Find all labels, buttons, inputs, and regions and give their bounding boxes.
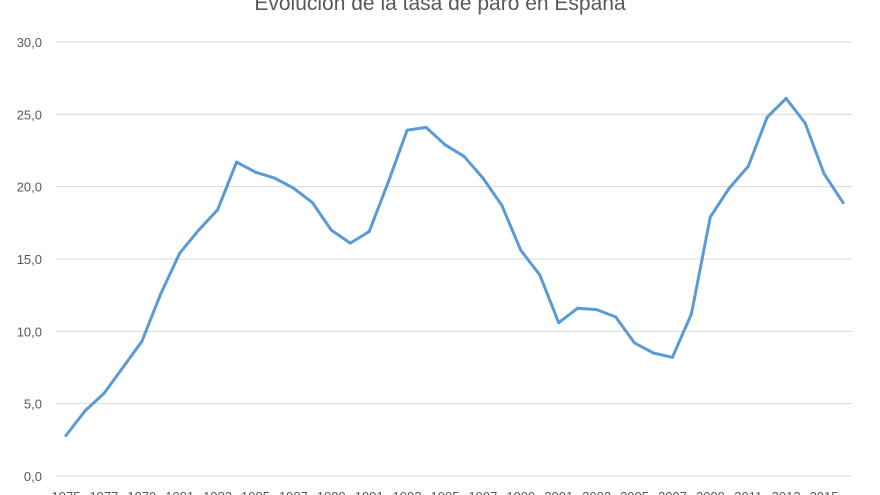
data-point — [197, 228, 201, 232]
data-point — [102, 392, 106, 396]
y-tick-label: 25,0 — [17, 107, 42, 122]
x-tick-label: 1999 — [506, 489, 535, 495]
data-point — [557, 321, 561, 325]
x-tick-label: 1989 — [317, 489, 346, 495]
data-point — [822, 172, 826, 176]
data-point — [216, 208, 220, 212]
x-tick-label: 2009 — [696, 489, 725, 495]
data-point — [348, 241, 352, 245]
data-point — [367, 230, 371, 234]
x-tick-label: 2015 — [810, 489, 839, 495]
x-tick-label: 2005 — [620, 489, 649, 495]
data-point — [481, 176, 485, 180]
y-tick-label: 15,0 — [17, 252, 42, 267]
data-point — [443, 143, 447, 147]
data-point — [64, 433, 68, 437]
x-tick-label: 1983 — [203, 489, 232, 495]
x-tick-label: 1981 — [165, 489, 194, 495]
y-tick-label: 20,0 — [17, 180, 42, 195]
x-tick-label: 1997 — [468, 489, 497, 495]
data-point — [689, 312, 693, 316]
data-point — [746, 164, 750, 168]
data-point — [500, 203, 504, 207]
data-point — [633, 341, 637, 345]
y-tick-label: 5,0 — [24, 397, 42, 412]
y-tick-label: 30,0 — [17, 35, 42, 50]
data-point — [841, 201, 845, 205]
chart-title: Evolución de la tasa de paro en España — [254, 0, 626, 15]
data-point — [405, 128, 409, 132]
data-point — [784, 96, 788, 100]
data-point — [670, 355, 674, 359]
x-tick-label: 1991 — [355, 489, 384, 495]
series-line — [64, 96, 845, 437]
data-point — [83, 409, 87, 413]
data-point — [651, 351, 655, 355]
data-point — [235, 160, 239, 164]
data-point — [121, 366, 125, 369]
y-tick-label: 10,0 — [17, 324, 42, 339]
data-point — [614, 315, 618, 319]
x-tick-label: 2011 — [734, 489, 762, 495]
data-point — [254, 170, 258, 174]
data-point — [519, 248, 523, 252]
data-point — [595, 308, 599, 312]
data-point — [576, 306, 580, 310]
data-point — [765, 115, 769, 119]
data-point — [538, 273, 542, 277]
x-tick-label: 1987 — [279, 489, 308, 495]
x-tick-label: 1977 — [89, 489, 118, 495]
x-tick-label: 1993 — [393, 489, 422, 495]
data-point — [708, 215, 712, 219]
data-point — [310, 201, 314, 205]
y-tick-label: 0,0 — [24, 469, 42, 484]
data-point — [178, 251, 182, 255]
data-point — [727, 186, 731, 190]
x-tick-label: 1979 — [127, 489, 156, 495]
x-tick-label: 1995 — [431, 489, 460, 495]
x-tick-label: 2001 — [544, 489, 573, 495]
data-point — [291, 186, 295, 190]
data-point — [272, 176, 276, 180]
data-point — [386, 180, 390, 184]
data-point — [159, 292, 163, 296]
x-tick-label: 2003 — [582, 489, 611, 495]
data-point — [803, 121, 807, 125]
data-point — [462, 154, 466, 158]
x-tick-label: 1985 — [241, 489, 270, 495]
x-tick-label: 1975 — [52, 489, 81, 495]
x-tick-label: 2007 — [658, 489, 687, 495]
x-tick-label: 2013 — [772, 489, 801, 495]
data-point — [424, 125, 428, 129]
data-point — [329, 228, 333, 232]
data-point — [140, 339, 144, 343]
